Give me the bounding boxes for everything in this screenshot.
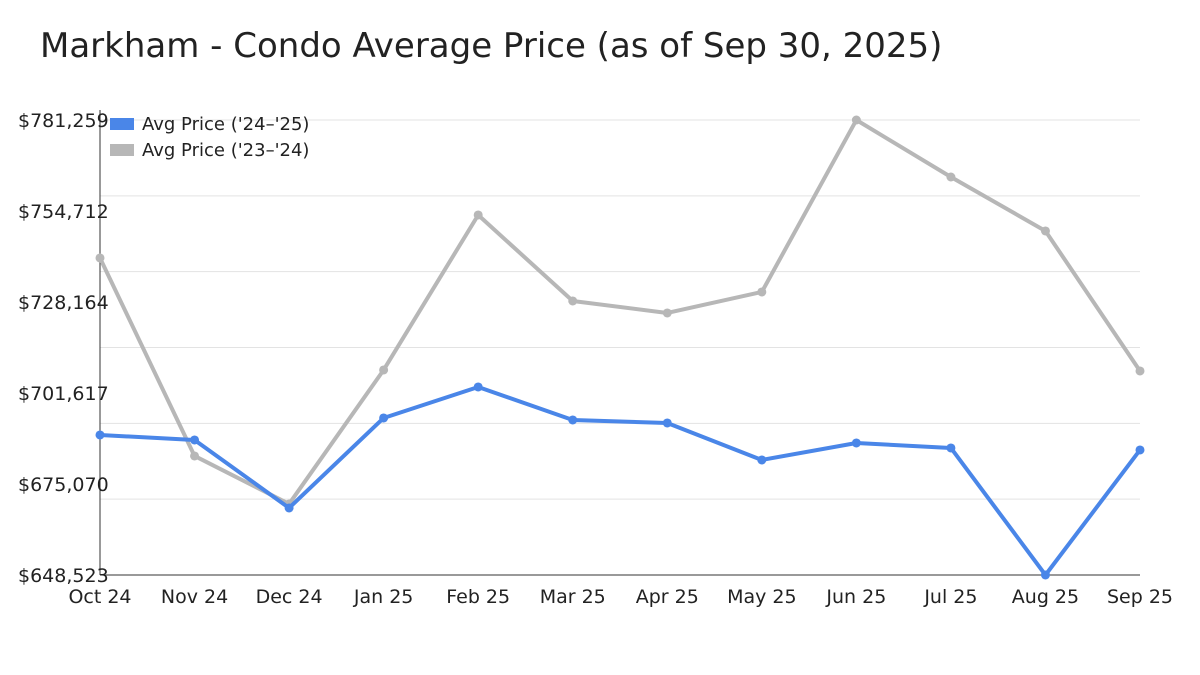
data-point — [473, 382, 483, 392]
x-tick-label: Aug 25 — [1012, 586, 1079, 608]
data-point — [1135, 366, 1145, 376]
chart-title: Markham - Condo Average Price (as of Sep… — [40, 26, 943, 66]
data-point — [568, 296, 578, 306]
data-point — [190, 435, 200, 445]
data-point — [379, 365, 389, 375]
x-tick-label: May 25 — [727, 586, 797, 608]
data-point — [1135, 445, 1145, 455]
x-tick-label: Apr 25 — [636, 586, 699, 608]
x-tick-label: Mar 25 — [540, 586, 606, 608]
data-point — [662, 308, 672, 318]
data-point — [662, 418, 672, 428]
x-tick-label: Dec 24 — [256, 586, 323, 608]
y-tick-label: $728,164 — [18, 292, 109, 314]
x-tick-label: Jul 25 — [923, 586, 977, 608]
x-tick-label: Sep 25 — [1107, 586, 1173, 608]
data-point — [568, 415, 578, 425]
data-point — [1040, 570, 1050, 580]
data-point — [190, 451, 200, 461]
data-point — [757, 287, 767, 297]
y-tick-label: $754,712 — [18, 201, 109, 223]
x-tick-label: Jan 25 — [353, 586, 414, 608]
data-point — [473, 210, 483, 220]
legend-label: Avg Price ('23–'24) — [142, 140, 309, 161]
data-point — [946, 172, 956, 182]
data-point — [95, 253, 105, 263]
data-point — [95, 430, 105, 440]
y-tick-label: $781,259 — [18, 110, 109, 132]
series-line — [98, 118, 1142, 506]
x-tick-label: Feb 25 — [446, 586, 510, 608]
x-tick-label: Nov 24 — [161, 586, 228, 608]
y-tick-label: $701,617 — [18, 383, 109, 405]
data-point — [851, 438, 861, 448]
y-tick-label: $648,523 — [18, 565, 109, 587]
data-point — [757, 455, 767, 465]
legend-swatch — [110, 118, 134, 130]
data-point — [379, 413, 389, 423]
data-point — [946, 443, 956, 453]
series-line — [99, 384, 1142, 577]
data-point — [851, 115, 861, 125]
legend-label: Avg Price ('24–'25) — [142, 114, 309, 135]
x-tick-label: Jun 25 — [825, 586, 886, 608]
legend-swatch — [110, 144, 134, 156]
data-point — [284, 503, 294, 513]
y-tick-label: $675,070 — [18, 474, 109, 496]
data-point — [1040, 226, 1050, 236]
x-tick-label: Oct 24 — [68, 586, 131, 608]
